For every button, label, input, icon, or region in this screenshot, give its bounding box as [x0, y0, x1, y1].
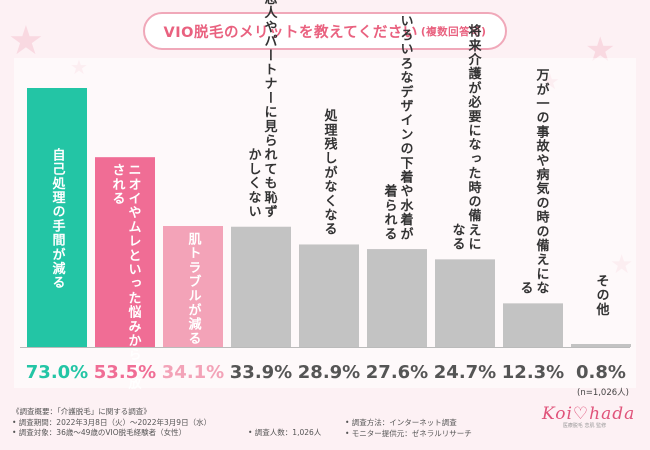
bar — [435, 259, 495, 347]
survey-footnote-left: 《調査概要：「介護脱毛」に関する調査》 • 調査期間：2022年3月8日（火）〜… — [12, 407, 211, 439]
title-main: VIO脱毛のメリットを教えてください — [163, 24, 418, 41]
category-label: ニオイやムレといった悩みから開放 — [126, 163, 143, 390]
category-label: 肌トラブルが減る — [186, 232, 202, 346]
footnote-target: • 調査対象：36歳〜49歳のVIO脱毛経験者（女性） — [12, 428, 187, 437]
value-label: 27.6% — [366, 362, 428, 383]
bar — [503, 303, 563, 347]
logo-text: Koi♡hada — [542, 404, 636, 424]
category-label: なる — [450, 223, 466, 251]
value-label: 12.3% — [502, 362, 564, 383]
category-label: される — [110, 163, 126, 206]
value-label: 53.5% — [94, 362, 156, 383]
footnote-count: • 調査人数：1,026人 — [248, 428, 322, 437]
title-sub: (複数回答可) — [420, 25, 487, 38]
footnote-heading: 《調査概要：「介護脱毛」に関する調査》 — [12, 407, 151, 416]
value-label: 34.1% — [162, 362, 224, 383]
logo-tagline: 医療脱毛 恋肌 監修 — [562, 423, 607, 429]
category-label: いろいろなデザインの下着や水着が — [398, 14, 415, 241]
chart-title: VIO脱毛のメリットを教えてください (複数回答可) — [143, 12, 507, 50]
category-label: 万が一の事故や病気の時の備えにな — [534, 68, 551, 295]
bar — [27, 88, 87, 347]
bar — [299, 244, 359, 347]
footnote-period: • 調査期間：2022年3月8日（火）〜2022年3月9日（水） — [12, 417, 212, 427]
category-label: かしくない — [246, 148, 262, 219]
footnote-method: • 調査方法：インターネット調査 — [345, 418, 457, 427]
bar — [571, 344, 631, 347]
survey-footnote-right: • 調査方法：インターネット調査 • モニター提供元：ゼネラルリサーチ — [345, 418, 472, 439]
category-label: 恋人やパートナーに見られても恥ず — [262, 0, 279, 219]
bar — [163, 226, 223, 347]
value-label: 28.9% — [298, 362, 360, 383]
category-label: 着られる — [382, 184, 399, 241]
category-label: 将来介護が必要になった時の備えに — [466, 24, 483, 252]
value-label: 73.0% — [26, 362, 88, 383]
koihada-logo: Koi♡hada 医療脱毛 恋肌 監修 — [542, 404, 636, 438]
value-label: 0.8% — [576, 362, 626, 383]
category-label: る — [518, 281, 533, 295]
sample-size-note: (n=1,026人) — [577, 388, 629, 398]
bar — [367, 249, 427, 347]
bar — [95, 157, 155, 347]
category-label: 自己処理の手間が減る — [50, 147, 67, 290]
value-label: 33.9% — [230, 362, 292, 383]
bar — [231, 226, 291, 347]
category-label: 処理残しがなくなる — [322, 108, 339, 236]
value-label: 24.7% — [434, 362, 496, 383]
footnote-provider: • モニター提供元：ゼネラルリサーチ — [345, 428, 472, 438]
star-decoration: ★ — [8, 18, 44, 64]
category-label: その他 — [594, 274, 611, 317]
